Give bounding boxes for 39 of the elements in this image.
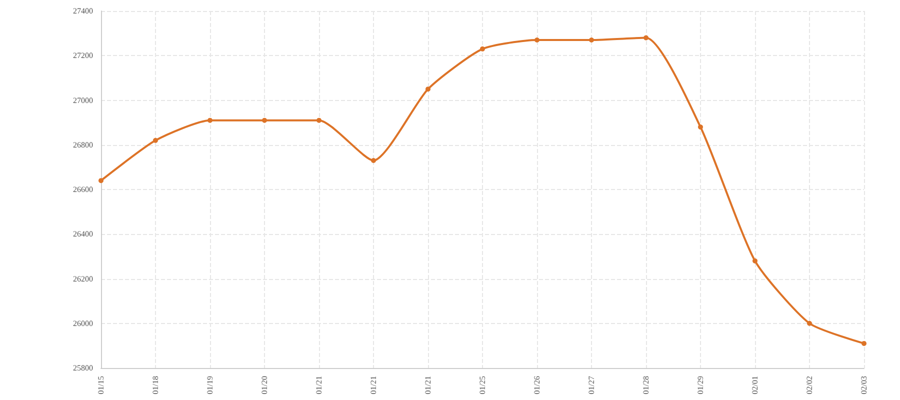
x-tick-label: 01/19 xyxy=(206,376,214,394)
point xyxy=(752,258,758,264)
point xyxy=(371,158,376,163)
point xyxy=(426,86,430,92)
x-tick-label: 01/21 xyxy=(424,376,432,394)
x-tick-label: 01/27 xyxy=(587,376,596,394)
y-tick-label: 25800 xyxy=(73,364,93,372)
y-tick-label: 26400 xyxy=(73,230,93,239)
point xyxy=(262,118,267,123)
point xyxy=(807,320,812,326)
point xyxy=(480,46,485,52)
point xyxy=(589,38,594,43)
point xyxy=(698,124,703,130)
x-tick-label: 02/02 xyxy=(805,376,814,394)
y-tick-label: 27400 xyxy=(73,6,93,16)
y-tick-label: 26200 xyxy=(73,274,93,284)
point xyxy=(862,340,866,346)
x-tick-label: 01/20 xyxy=(260,376,269,394)
x-tick-label: 01/18 xyxy=(151,376,160,394)
y-tick-label: 27000 xyxy=(73,96,93,105)
y-tick-label: 27200 xyxy=(73,51,93,60)
point xyxy=(153,138,158,143)
x-tick-label: 02/01 xyxy=(750,376,760,394)
y-tick-label: 26600 xyxy=(73,185,93,194)
point xyxy=(98,178,104,184)
x-tick-label: 01/29 xyxy=(696,376,705,394)
x-tick-label: 01/26 xyxy=(532,376,542,394)
x-tick-label: 01/21 xyxy=(369,376,378,394)
x-tick-label: 01/25 xyxy=(478,376,487,394)
point xyxy=(208,118,212,123)
point xyxy=(644,35,648,40)
x-tick-label: 01/21 xyxy=(314,376,324,394)
point xyxy=(316,118,322,123)
x-tick-label: 01/28 xyxy=(642,376,650,394)
x-tick-label: 01/15 xyxy=(96,376,106,394)
y-tick-label: 26800 xyxy=(73,140,93,150)
point xyxy=(534,38,540,43)
x-tick-label: 02/03 xyxy=(860,376,868,394)
y-tick-label: 26000 xyxy=(73,318,93,328)
